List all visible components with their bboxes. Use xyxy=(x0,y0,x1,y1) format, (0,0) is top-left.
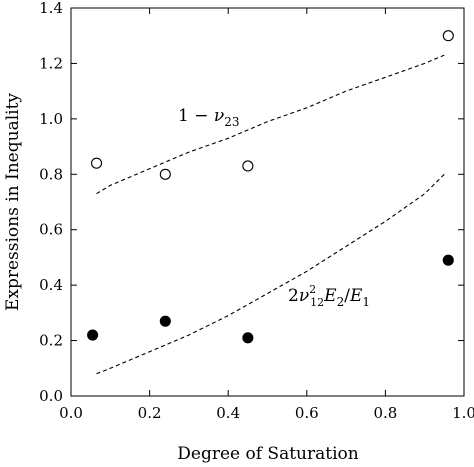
annotation-lower-part-4: E xyxy=(323,286,337,306)
annotation-lower-part-1: ν xyxy=(299,286,309,306)
curves xyxy=(96,54,445,375)
annotation-upper-curve: 1 − ν23 xyxy=(178,106,240,129)
dashed-curve-0 xyxy=(96,54,445,195)
y-tick-label: 0.0 xyxy=(39,387,63,405)
y-tick-label: 1.2 xyxy=(39,54,63,72)
y-tick-label: 0.6 xyxy=(39,221,63,239)
open-point xyxy=(90,157,103,169)
open-point xyxy=(242,160,254,172)
filled-point xyxy=(87,329,99,341)
x-tick-label: 1.0 xyxy=(452,404,474,422)
x-tick-label: 0.2 xyxy=(138,404,162,422)
points xyxy=(87,30,454,344)
y-tick-label: 1.4 xyxy=(39,0,63,17)
filled-point xyxy=(442,254,454,266)
annotation-upper-part-1: ν xyxy=(214,106,224,126)
annotation-lower-part-7: E xyxy=(349,286,363,306)
x-tick-label: 0.8 xyxy=(373,404,397,422)
annotation-lower-part-8: 1 xyxy=(362,295,370,309)
y-tick-label: 0.4 xyxy=(39,276,63,294)
annotation-upper-part-2: 23 xyxy=(224,115,239,129)
open-point xyxy=(442,30,454,42)
ticks: 0.0 0.2 0.4 0.6 0.8 1.0 0.0 0.2 0.4 0.6 0.8 1.0 1.2 1… xyxy=(39,0,474,422)
x-tick-label: 0.6 xyxy=(295,404,319,422)
x-tick-label: 0.4 xyxy=(216,404,240,422)
x-axis-title: Degree of Saturation xyxy=(177,444,358,464)
annotation-upper-part-0: 1 − xyxy=(178,106,214,126)
annotation-lower-part-2: 2 xyxy=(309,283,316,296)
annotation-lower-curve: 2ν2 12E2/E1 xyxy=(288,283,370,309)
y-tick-label: 0.8 xyxy=(39,165,63,183)
plot-frame xyxy=(70,7,465,397)
dashed-curve-1 xyxy=(96,173,445,375)
annotation-lower-part-3: 12 xyxy=(310,296,324,309)
annotation-lower-part-5: 2 xyxy=(337,295,345,309)
annotation-lower-part-6: / xyxy=(344,286,350,306)
annotation-lower-part-0: 2 xyxy=(288,286,299,306)
y-axis-title: Expressions in Inequality xyxy=(3,93,23,311)
filled-point xyxy=(159,315,171,327)
filled-point xyxy=(242,332,254,344)
open-point xyxy=(159,168,171,180)
x-tick-label: 0.0 xyxy=(59,404,83,422)
y-tick-label: 0.2 xyxy=(39,332,63,350)
y-tick-label: 1.0 xyxy=(39,110,63,128)
